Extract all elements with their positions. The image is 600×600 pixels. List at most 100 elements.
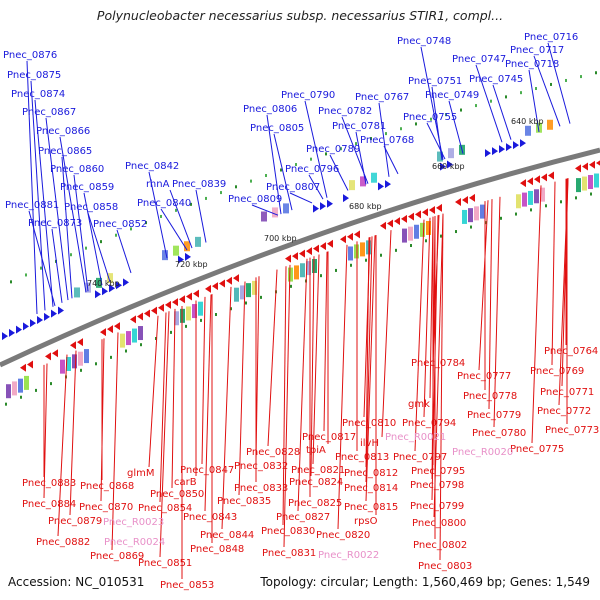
- gene-label[interactable]: Pnec_0830: [261, 526, 315, 537]
- gene-label[interactable]: gmk: [408, 399, 430, 410]
- gene-label[interactable]: Pnec_0773: [545, 425, 599, 436]
- gene-label[interactable]: Pnec_0847: [180, 465, 234, 476]
- gene-label[interactable]: Pnec_0764: [544, 346, 598, 357]
- gene-label[interactable]: Pnec_0797: [393, 452, 447, 463]
- gene-label[interactable]: Pnec_0825: [288, 498, 342, 509]
- gene-label[interactable]: Pnec_0798: [410, 480, 464, 491]
- gene-label[interactable]: Pnec_0789: [306, 144, 360, 155]
- gene-label[interactable]: Pnec_0716: [524, 32, 578, 43]
- gene-label[interactable]: Pnec_0807: [266, 182, 320, 193]
- gene-label[interactable]: Pnec_0840: [137, 198, 191, 209]
- gene-label[interactable]: Pnec_0824: [289, 477, 343, 488]
- gene-label[interactable]: Pnec_0772: [537, 406, 591, 417]
- gene-label[interactable]: Pnec_0876: [3, 50, 57, 61]
- rna-label[interactable]: Pnec_R0022: [318, 550, 379, 561]
- gene-label[interactable]: Pnec_0809: [228, 194, 282, 205]
- gene-label[interactable]: glmM: [127, 468, 155, 479]
- gene-label[interactable]: Pnec_0832: [234, 461, 288, 472]
- gene-label[interactable]: Pnec_0796: [285, 164, 339, 175]
- gene-label[interactable]: Pnec_0755: [403, 112, 457, 123]
- gene-label[interactable]: Pnec_0844: [200, 530, 254, 541]
- gene-label[interactable]: Pnec_0874: [11, 89, 65, 100]
- gene-label[interactable]: Pnec_0779: [467, 410, 521, 421]
- gene-label[interactable]: Pnec_0802: [413, 540, 467, 551]
- gene-label[interactable]: Pnec_0794: [402, 418, 456, 429]
- gene-label[interactable]: Pnec_0853: [160, 580, 214, 591]
- gene-label[interactable]: Pnec_0821: [291, 465, 345, 476]
- gene-label[interactable]: Pnec_0883: [22, 478, 76, 489]
- gene-label[interactable]: Pnec_0745: [469, 74, 523, 85]
- gene-label[interactable]: Pnec_0775: [510, 444, 564, 455]
- gene-label[interactable]: rpsO: [354, 516, 378, 527]
- gene-label[interactable]: Pnec_0778: [463, 391, 517, 402]
- gene-label[interactable]: Pnec_0817: [302, 432, 356, 443]
- gene-label[interactable]: Pnec_0884: [22, 499, 76, 510]
- gene-label[interactable]: Pnec_0768: [360, 135, 414, 146]
- gene-label[interactable]: Pnec_0820: [316, 530, 370, 541]
- gene-label[interactable]: Pnec_0852: [93, 219, 147, 230]
- gene-label[interactable]: Pnec_0828: [246, 447, 300, 458]
- gene-label[interactable]: Pnec_0869: [90, 551, 144, 562]
- gene-label[interactable]: Pnec_0870: [79, 502, 133, 513]
- gene-label[interactable]: Pnec_0866: [36, 126, 90, 137]
- rna-label[interactable]: Pnec_R0020: [452, 447, 513, 458]
- rna-label[interactable]: Pnec_R0023: [103, 517, 164, 528]
- gene-label[interactable]: Pnec_0812: [344, 468, 398, 479]
- gene-label[interactable]: Pnec_0803: [418, 561, 472, 572]
- gene-label[interactable]: Pnec_0790: [281, 90, 335, 101]
- gene-label[interactable]: Pnec_0854: [138, 503, 192, 514]
- gene-label[interactable]: Pnec_0831: [262, 548, 316, 559]
- gene-label[interactable]: Pnec_0843: [183, 512, 237, 523]
- gene-label[interactable]: Pnec_0748: [397, 36, 451, 47]
- gene-label[interactable]: Pnec_0767: [355, 92, 409, 103]
- gene-label[interactable]: Pnec_0851: [138, 558, 192, 569]
- gene-label[interactable]: tpiA: [306, 445, 326, 456]
- gene-label[interactable]: Pnec_0882: [36, 537, 90, 548]
- gene-label[interactable]: Pnec_0751: [408, 76, 462, 87]
- rna-label[interactable]: Pnec_R0021: [385, 432, 446, 443]
- gene-label[interactable]: Pnec_0835: [217, 496, 271, 507]
- gene-label[interactable]: Pnec_0769: [530, 366, 584, 377]
- gene-label[interactable]: Pnec_0839: [172, 179, 226, 190]
- gene-label[interactable]: Pnec_0879: [48, 516, 102, 527]
- gene-label[interactable]: Pnec_0833: [234, 483, 288, 494]
- gene-label[interactable]: Pnec_0781: [332, 121, 386, 132]
- gene-label[interactable]: Pnec_0881: [5, 200, 59, 211]
- gene-label[interactable]: Pnec_0827: [276, 512, 330, 523]
- gene-label[interactable]: Pnec_0858: [64, 202, 118, 213]
- gene-label[interactable]: carB: [174, 477, 197, 488]
- gene-label[interactable]: Pnec_0873: [28, 218, 82, 229]
- gene-label[interactable]: Pnec_0867: [22, 107, 76, 118]
- rna-label[interactable]: Pnec_R0024: [104, 537, 165, 548]
- gene-label[interactable]: Pnec_0747: [452, 54, 506, 65]
- gene-label[interactable]: Pnec_0860: [50, 164, 104, 175]
- gene-label[interactable]: Pnec_0800: [412, 518, 466, 529]
- gene-label[interactable]: Pnec_0842: [125, 161, 179, 172]
- gene-label[interactable]: Pnec_0795: [411, 466, 465, 477]
- gene-label[interactable]: Pnec_0815: [344, 502, 398, 513]
- gene-label[interactable]: Pnec_0875: [7, 70, 61, 81]
- gene-label[interactable]: Pnec_0782: [318, 106, 372, 117]
- gene-label[interactable]: Pnec_0814: [344, 483, 398, 494]
- gene-label[interactable]: Pnec_0717: [510, 45, 564, 56]
- gene-label[interactable]: Pnec_0799: [410, 501, 464, 512]
- gene-label[interactable]: Pnec_0777: [457, 371, 511, 382]
- gene-label[interactable]: Pnec_0813: [335, 452, 389, 463]
- gene-label[interactable]: Pnec_0780: [472, 428, 526, 439]
- gene-label[interactable]: Pnec_0810: [342, 418, 396, 429]
- gene-label[interactable]: Pnec_0784: [411, 358, 465, 369]
- gene-label[interactable]: Pnec_0850: [150, 489, 204, 500]
- gene-label[interactable]: Pnec_0718: [505, 59, 559, 70]
- gene-label[interactable]: Pnec_0806: [243, 104, 297, 115]
- gene-label[interactable]: Pnec_0865: [38, 146, 92, 157]
- gene-label[interactable]: Pnec_0771: [540, 387, 594, 398]
- gene-label[interactable]: ilvH: [360, 438, 379, 449]
- gene-label[interactable]: Pnec_0805: [250, 123, 304, 134]
- gene-label[interactable]: Pnec_0848: [190, 544, 244, 555]
- gene-label[interactable]: Pnec_0859: [60, 182, 114, 193]
- gene-label[interactable]: rhnA: [146, 179, 170, 190]
- gene-label[interactable]: Pnec_0868: [80, 481, 134, 492]
- gene-label[interactable]: Pnec_0749: [425, 90, 479, 101]
- leader-line: [365, 237, 370, 468]
